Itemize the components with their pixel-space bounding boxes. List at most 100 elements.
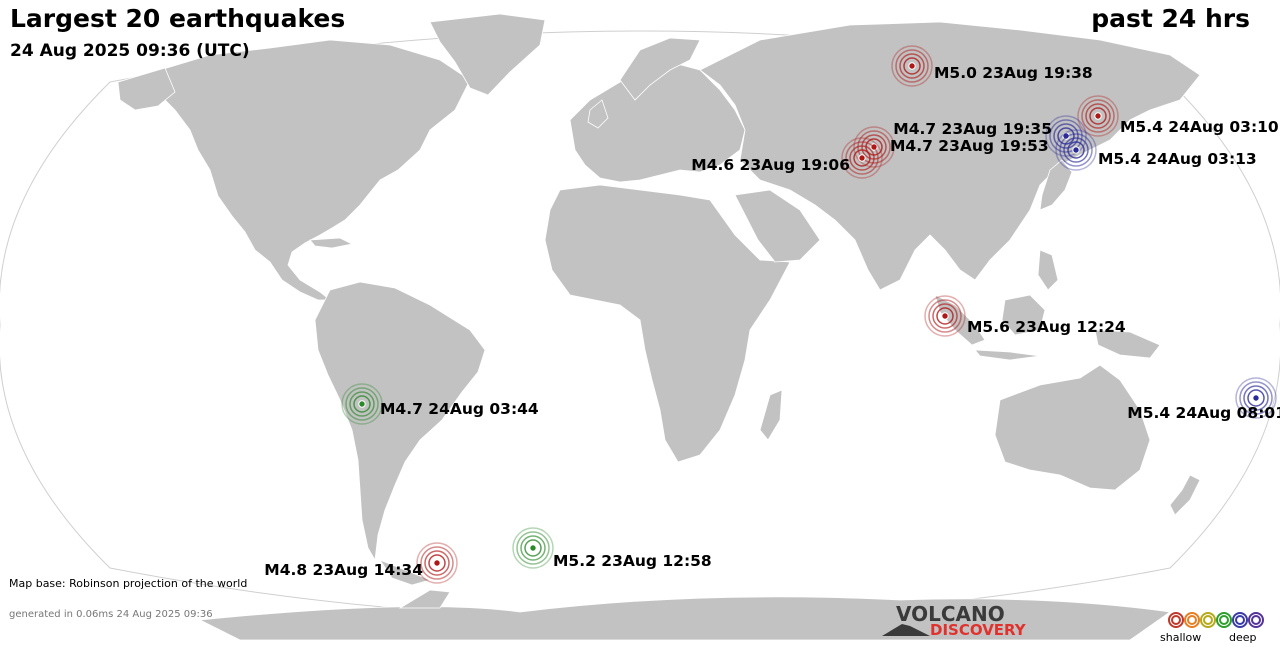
arabia-landmass	[734, 189, 821, 263]
map-base-note: Map base: Robinson projection of the wor…	[9, 577, 248, 590]
earthquake-epicenter-dot	[858, 154, 866, 162]
legend-depth-ring	[1219, 615, 1229, 625]
volcano-discovery-logo[interactable]: VOLCANO DISCOVERY	[880, 602, 1040, 642]
earthquake-ring	[845, 141, 879, 175]
legend-depth-ring	[1200, 612, 1216, 628]
earthquake-ring	[1235, 377, 1277, 419]
earthquake-ring	[936, 307, 954, 325]
africa-landmass	[544, 184, 791, 463]
earthquake-label: M5.6 23Aug 12:24	[967, 318, 1126, 336]
madagascar-landmass	[759, 389, 783, 441]
uk-landmass	[587, 99, 609, 129]
earthquake-ring	[516, 531, 550, 565]
earthquake-label: M5.2 23Aug 12:58	[553, 552, 712, 570]
earthquake-marker[interactable]: M5.2 23Aug 12:58	[512, 527, 712, 570]
earthquake-ring	[1239, 381, 1273, 415]
earthquake-ring	[341, 383, 383, 425]
earthquake-ring	[928, 299, 962, 333]
earthquake-ring	[512, 527, 554, 569]
earthquake-epicenter-dot	[358, 400, 366, 408]
earthquake-ring	[353, 395, 371, 413]
earthquake-ring	[1063, 137, 1089, 163]
earthquake-ring	[841, 137, 883, 179]
earthquake-marker[interactable]: M4.7 24Aug 03:44	[341, 383, 539, 425]
earthquake-marker[interactable]: M5.0 23Aug 19:38	[891, 45, 1093, 87]
earthquake-marker[interactable]: M5.6 23Aug 12:24	[924, 295, 1126, 337]
depth-legend-rings	[1168, 612, 1264, 628]
legend-depth-ring	[1203, 615, 1213, 625]
volcano-logo-icon	[882, 624, 930, 636]
legend-depth-ring	[1184, 612, 1200, 628]
greenland-landmass	[429, 13, 546, 96]
earthquake-label: M4.8 23Aug 14:34	[264, 561, 423, 579]
earthquake-ring	[853, 149, 871, 167]
earthquake-label: M4.7 23Aug 19:35	[893, 120, 1052, 138]
legend-depth-ring	[1248, 612, 1264, 628]
earthquake-ring	[891, 45, 933, 87]
earthquake-markers: M5.0 23Aug 19:38 M5.4 24Aug 03:10 M4.7 23A…	[264, 45, 1280, 584]
australia-landmass	[994, 364, 1151, 491]
logo-discovery-text: DISCOVERY	[930, 621, 1026, 639]
earthquake-marker[interactable]: M4.6 23Aug 19:06	[691, 137, 883, 179]
earthquake-ring	[1247, 389, 1265, 407]
earthquake-epicenter-dot	[941, 312, 949, 320]
legend-depth-ring	[1168, 612, 1184, 628]
earthquake-epicenter-dot	[1252, 394, 1260, 402]
earthquake-marker[interactable]: M4.8 23Aug 14:34	[264, 542, 458, 584]
new-guinea-landmass	[1094, 329, 1161, 359]
earthquake-ring	[1081, 99, 1115, 133]
earthquake-marker[interactable]: M5.4 24Aug 08:01	[1127, 377, 1280, 422]
earthquake-ring	[1055, 129, 1097, 171]
earthquake-epicenter-dot	[433, 559, 441, 567]
depth-legend: shallow deep	[1160, 608, 1272, 648]
legend-depth-ring	[1216, 612, 1232, 628]
scandinavia-landmass	[619, 37, 701, 101]
earthquake-epicenter-dot	[1094, 112, 1102, 120]
earthquake-ring	[1089, 107, 1107, 125]
legend-depth-ring	[1171, 615, 1181, 625]
legend-depth-ring	[1232, 612, 1248, 628]
earthquake-ring	[849, 145, 875, 171]
earthquake-label: M4.7 23Aug 19:53	[890, 137, 1049, 155]
period-label: past 24 hrs	[1091, 4, 1250, 33]
earthquake-ring	[895, 49, 929, 83]
alaska-landmass	[117, 67, 176, 111]
earthquake-ring	[1053, 123, 1079, 149]
legend-depth-ring	[1251, 615, 1261, 625]
tierra-del-fuego-landmass	[378, 559, 432, 586]
borneo-landmass	[1001, 294, 1046, 336]
earthquake-marker[interactable]: M5.4 24Aug 03:10	[1077, 95, 1279, 137]
asia-landmass	[699, 21, 1201, 291]
earthquake-epicenter-dot	[908, 62, 916, 70]
logo-volcano-text: VOLCANO	[896, 602, 1005, 626]
japan-landmass	[1039, 159, 1073, 211]
earthquake-epicenter-dot	[529, 544, 537, 552]
earthquake-ring	[1049, 119, 1083, 153]
earthquake-ring	[424, 550, 450, 576]
earthquake-ring	[1243, 385, 1269, 411]
earthquake-label: M5.4 24Aug 03:10	[1120, 118, 1279, 136]
timestamp-subtitle: 24 Aug 2025 09:36 (UTC)	[10, 41, 250, 61]
earthquake-epicenter-dot	[1072, 146, 1080, 154]
earthquake-label: M5.4 24Aug 03:13	[1098, 150, 1257, 168]
generated-note: generated in 0.06ms 24 Aug 2025 09:36	[9, 609, 213, 620]
earthquake-ring	[899, 53, 925, 79]
earthquake-label: M4.6 23Aug 19:06	[691, 156, 850, 174]
new-zealand-landmass	[1169, 474, 1201, 516]
earthquake-ring	[349, 391, 375, 417]
earthquake-marker[interactable]: M4.7 23Aug 19:35	[893, 115, 1087, 157]
earthquake-ring	[1085, 103, 1111, 129]
earthquake-ring	[524, 539, 542, 557]
earthquake-ring	[1067, 141, 1085, 159]
philippines-landmass	[1037, 249, 1059, 291]
earthquake-ring	[428, 554, 446, 572]
earthquake-marker[interactable]: M4.7 23Aug 19:53	[853, 126, 1049, 168]
earthquake-ring	[1059, 133, 1093, 167]
earthquake-marker[interactable]: M5.4 24Aug 03:13	[1055, 129, 1257, 171]
earthquake-ring	[853, 126, 895, 168]
legend-shallow-label: shallow	[1160, 631, 1202, 644]
earthquake-ring	[420, 546, 454, 580]
page-title: Largest 20 earthquakes	[10, 4, 346, 33]
landmasses	[117, 13, 1201, 641]
